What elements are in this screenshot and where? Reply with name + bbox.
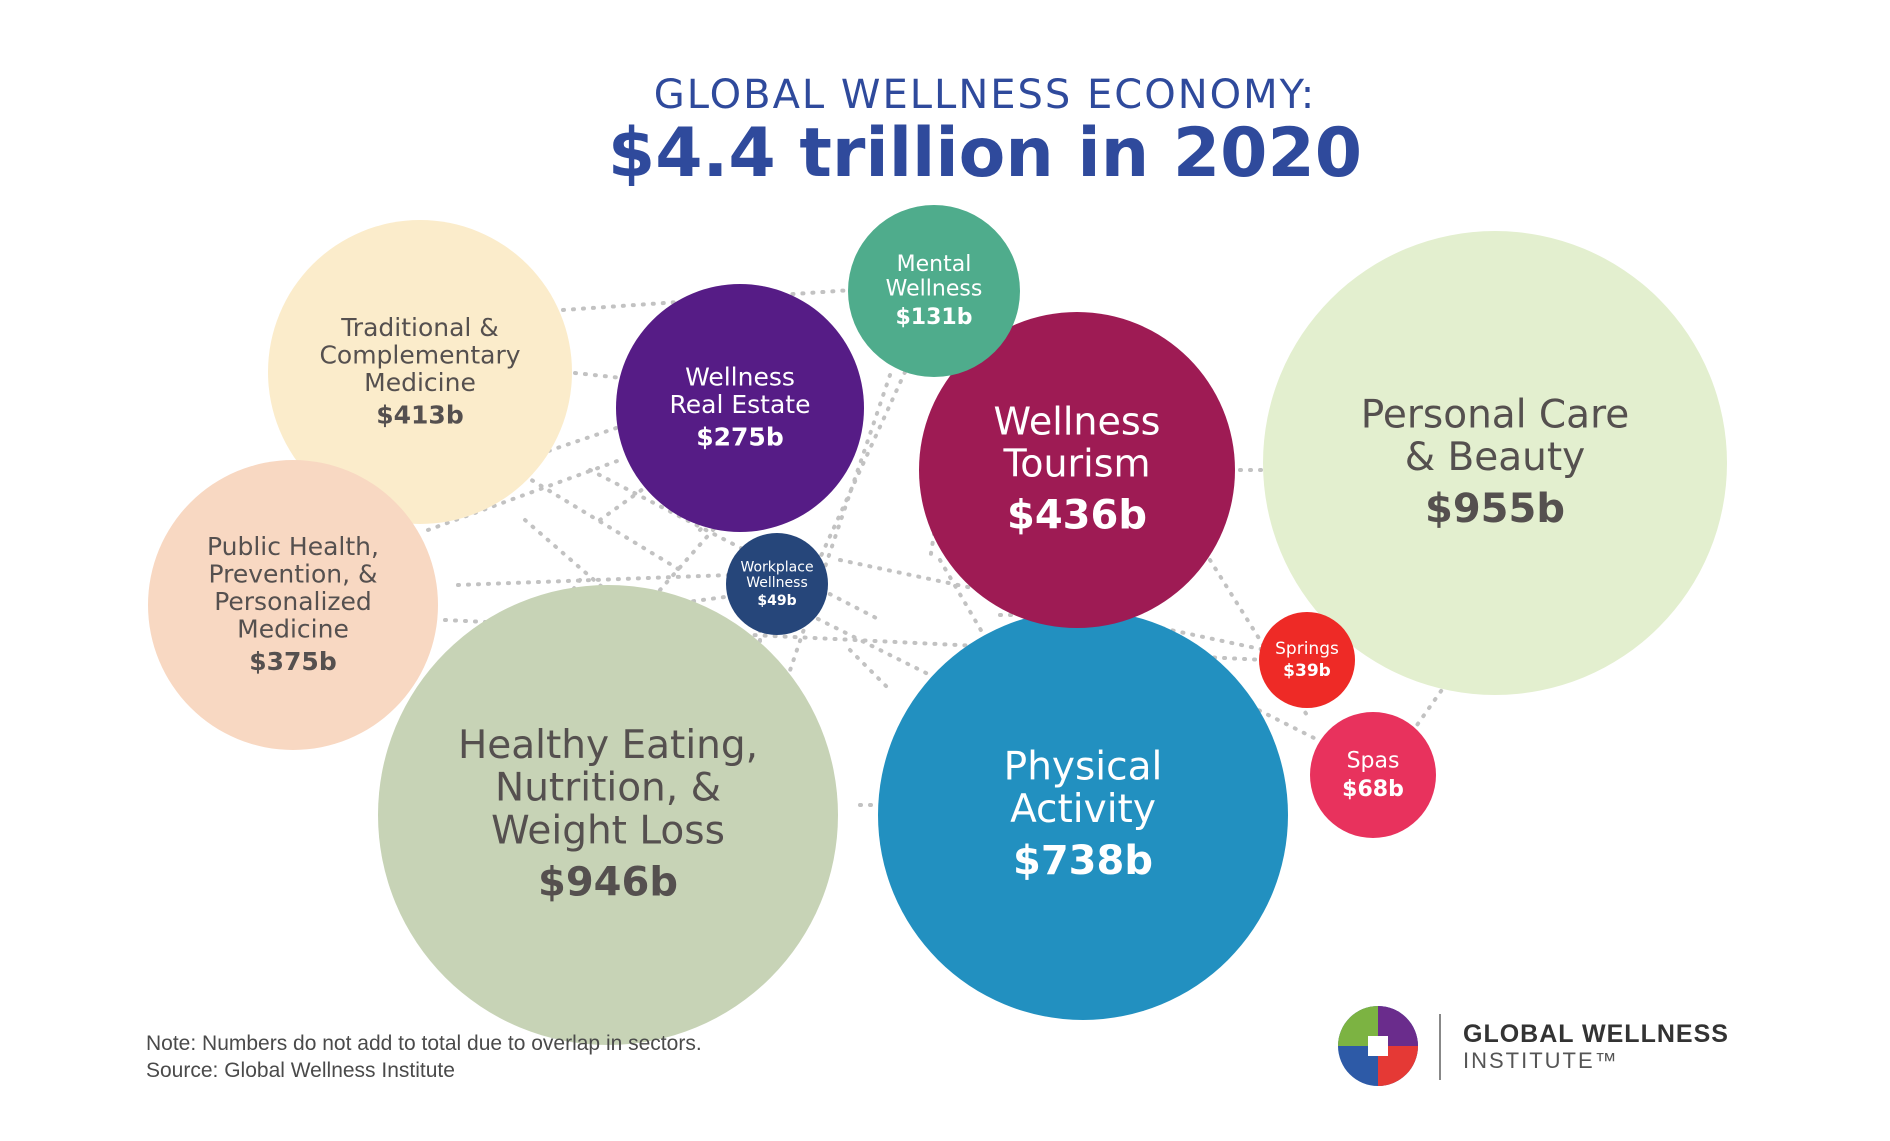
- bubble-label-workplace-wellness: Workplace: [740, 559, 813, 575]
- connector-line: [658, 503, 737, 592]
- bubble-label-wellness-tourism: Tourism: [1002, 441, 1150, 485]
- bubble-circle-physical-activity: [878, 610, 1288, 1020]
- bubble-circle-wellness-real-estate: [616, 284, 864, 532]
- bubble-circle-spas: [1310, 712, 1436, 838]
- bubble-label-healthy-eating: Weight Loss: [491, 809, 725, 854]
- bubble-value-wellness-real-estate: $275b: [696, 423, 783, 452]
- bubble-label-healthy-eating: Nutrition, &: [495, 766, 721, 811]
- bubble-label-traditional-medicine: Traditional &: [340, 313, 499, 342]
- bubble-circle-springs: [1259, 612, 1355, 708]
- bubble-label-workplace-wellness: Wellness: [746, 575, 808, 591]
- bubble-label-physical-activity: Physical: [1004, 744, 1163, 789]
- bubble-label-healthy-eating: Healthy Eating,: [458, 723, 758, 768]
- bubble-value-springs: $39b: [1283, 661, 1331, 681]
- bubble-springs: Springs$39b: [1259, 612, 1355, 708]
- connector-line: [938, 558, 1012, 682]
- bubble-value-spas: $68b: [1342, 777, 1404, 802]
- bubble-label-mental-wellness: Wellness: [886, 276, 983, 301]
- bubble-label-personal-care: Personal Care: [1361, 392, 1630, 437]
- bubble-circle-traditional-medicine: [268, 220, 572, 524]
- bubble-label-public-health: Public Health,: [207, 532, 379, 561]
- connector-line: [838, 558, 1267, 652]
- connector-line: [798, 608, 942, 682]
- bubble-spas: Spas $68b: [1310, 712, 1436, 838]
- bubble-value-workplace-wellness: $49b: [757, 593, 796, 609]
- bubble-label-public-health: Prevention, &: [208, 560, 377, 589]
- connector-line: [473, 593, 742, 632]
- bubble-circle-mental-wellness: [848, 205, 1020, 377]
- connector-line: [778, 373, 892, 702]
- bubble-label-traditional-medicine: Medicine: [364, 368, 476, 397]
- gwi-name-line1: GLOBAL WELLNESS: [1463, 1020, 1729, 1048]
- bubble-public-health: Public Health,Prevention, &PersonalizedM…: [148, 460, 438, 750]
- connector-line: [808, 370, 907, 582]
- connector-line: [443, 618, 1267, 662]
- connector-line: [848, 648, 892, 692]
- bubble-healthy-eating: Healthy Eating,Nutrition, &Weight Loss $9…: [378, 585, 838, 1045]
- bubble-circle-public-health: [148, 460, 438, 750]
- bubble-value-physical-activity: $738b: [1013, 838, 1153, 884]
- connector-line: [1408, 648, 1472, 737]
- bubble-label-personal-care: & Beauty: [1405, 435, 1586, 480]
- bubble-personal-care: Personal Care& Beauty $955b: [1263, 231, 1727, 695]
- connector-line: [588, 468, 882, 622]
- bubble-label-wellness-tourism: Wellness: [994, 400, 1161, 444]
- bubble-value-wellness-tourism: $436b: [1007, 492, 1147, 538]
- bubble-label-spas: Spas: [1347, 748, 1400, 773]
- chart-title-line2: $4.4 trillion in 2020: [608, 114, 1362, 193]
- bubble-label-springs: Springs: [1275, 639, 1339, 659]
- bubble-value-public-health: $375b: [249, 647, 336, 676]
- bubble-label-wellness-real-estate: Wellness: [685, 363, 795, 392]
- chart-source: Source: Global Wellness Institute: [146, 1059, 455, 1082]
- bubble-circle-healthy-eating: [378, 585, 838, 1045]
- bubble-circle-wellness-tourism: [919, 312, 1235, 628]
- bubble-value-healthy-eating: $946b: [538, 860, 678, 906]
- chart-note: Note: Numbers do not add to total due to…: [146, 1032, 702, 1055]
- connector-line: [513, 468, 682, 572]
- connector-line: [426, 458, 622, 532]
- bubble-value-personal-care: $955b: [1425, 486, 1565, 532]
- bubble-label-mental-wellness: Mental: [897, 252, 972, 277]
- bubble-label-physical-activity: Activity: [1010, 787, 1156, 832]
- chart-title-line1: GLOBAL WELLNESS ECONOMY:: [654, 72, 1316, 118]
- connector-line: [1208, 558, 1312, 722]
- gwi-logo: GLOBAL WELLNESS INSTITUTE™: [1338, 1006, 1729, 1086]
- bubble-label-traditional-medicine: Complementary: [319, 340, 520, 369]
- bubble-value-traditional-medicine: $413b: [376, 400, 463, 429]
- bubble-circle-personal-care: [1263, 231, 1727, 695]
- bubble-circle-workplace-wellness: [726, 533, 828, 635]
- bubble-label-public-health: Personalized: [214, 587, 372, 616]
- connector-line: [561, 288, 854, 312]
- bubbles: Personal Care& Beauty $955b Healthy Eating…: [148, 205, 1727, 1045]
- gwi-name-line2: INSTITUTE™: [1463, 1048, 1619, 1073]
- bubble-label-wellness-real-estate: Real Estate: [670, 390, 811, 419]
- connector-line: [490, 418, 642, 472]
- connector-line: [573, 371, 624, 380]
- gwi-logo-mark-icon: [1338, 1006, 1418, 1086]
- bubble-label-public-health: Medicine: [237, 615, 349, 644]
- bubble-value-mental-wellness: $131b: [896, 305, 973, 330]
